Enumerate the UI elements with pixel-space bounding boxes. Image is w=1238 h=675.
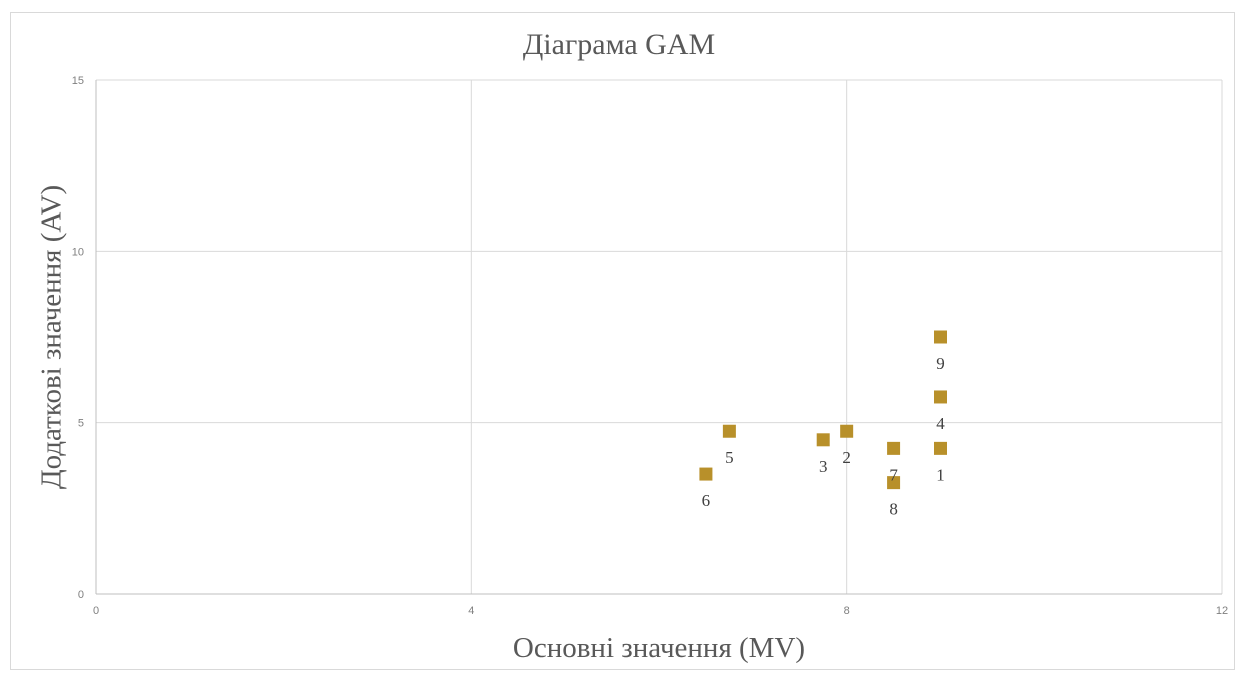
y-tick-label: 5 — [78, 418, 84, 430]
data-label: 3 — [819, 457, 828, 476]
data-label: 2 — [842, 448, 851, 467]
data-label: 5 — [725, 448, 734, 467]
data-point — [722, 424, 736, 438]
gridlines — [96, 79, 1223, 594]
y-axis-title: Додаткові значення (AV) — [36, 185, 68, 489]
data-label: 4 — [936, 414, 945, 433]
chart-title: Діаграма GAM — [522, 28, 716, 61]
x-tick-label: 12 — [1216, 605, 1228, 617]
y-tick-label: 0 — [78, 589, 84, 601]
data-point — [934, 330, 947, 344]
data-label: 9 — [936, 354, 945, 373]
chart-frame — [10, 12, 1235, 670]
x-tick-labels: 0 4 8 12 — [93, 605, 1228, 617]
data-label: 7 — [889, 465, 898, 484]
data-point — [887, 441, 901, 455]
data-points — [699, 330, 947, 490]
data-point — [934, 441, 947, 455]
x-tick-label: 0 — [93, 605, 99, 617]
x-tick-label: 4 — [468, 605, 474, 617]
data-label: 1 — [936, 465, 945, 484]
axes — [95, 80, 1222, 595]
data-label: 6 — [702, 491, 711, 510]
data-point — [816, 433, 830, 447]
data-point — [699, 467, 713, 481]
x-axis-title: Основні значення (MV) — [513, 632, 805, 664]
x-tick-label: 8 — [844, 605, 850, 617]
y-tick-label: 10 — [72, 246, 84, 258]
data-point — [840, 424, 854, 438]
y-tick-labels: 0 5 10 15 — [72, 75, 84, 601]
data-label: 8 — [889, 500, 898, 519]
data-point — [934, 390, 947, 404]
y-tick-label: 15 — [72, 75, 84, 87]
data-point — [887, 476, 901, 490]
